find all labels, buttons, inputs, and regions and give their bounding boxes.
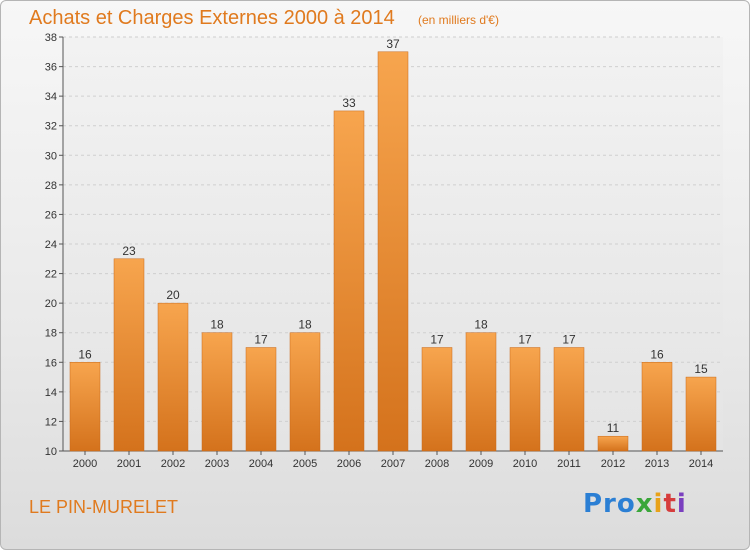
y-tick-label: 24 bbox=[45, 239, 57, 251]
y-tick-label: 38 bbox=[45, 32, 57, 44]
x-tick-label: 2014 bbox=[689, 458, 713, 470]
bar bbox=[421, 347, 453, 452]
y-tick-label: 32 bbox=[45, 121, 57, 133]
bar bbox=[113, 258, 145, 452]
data-label: 20 bbox=[166, 288, 180, 302]
y-tick-label: 30 bbox=[45, 150, 57, 162]
data-label: 18 bbox=[210, 318, 224, 332]
x-tick-label: 2000 bbox=[73, 458, 97, 470]
data-label: 18 bbox=[474, 318, 488, 332]
y-tick-label: 34 bbox=[45, 91, 57, 103]
chart-unit: (en milliers d'€) bbox=[418, 13, 499, 27]
bar bbox=[553, 347, 585, 452]
data-label: 11 bbox=[607, 421, 620, 435]
bar bbox=[201, 332, 233, 452]
y-tick-label: 26 bbox=[45, 209, 57, 221]
y-tick-label: 20 bbox=[45, 298, 57, 310]
x-tick-label: 2001 bbox=[117, 458, 141, 470]
logo-part: t bbox=[663, 489, 677, 519]
y-tick-label: 14 bbox=[45, 387, 57, 399]
x-tick-label: 2011 bbox=[557, 458, 581, 470]
bar bbox=[685, 376, 717, 452]
data-label: 15 bbox=[694, 362, 708, 376]
bar bbox=[465, 332, 497, 452]
x-tick-label: 2013 bbox=[645, 458, 669, 470]
bar bbox=[377, 51, 409, 452]
data-label: 18 bbox=[298, 318, 312, 332]
data-label: 33 bbox=[342, 96, 356, 110]
y-tick-label: 10 bbox=[45, 446, 57, 458]
x-tick-label: 2010 bbox=[513, 458, 537, 470]
y-tick-label: 18 bbox=[45, 328, 57, 340]
x-tick-label: 2004 bbox=[249, 458, 273, 470]
logo-part: i bbox=[653, 489, 664, 519]
bar bbox=[245, 347, 277, 452]
x-tick-label: 2002 bbox=[161, 458, 185, 470]
bar bbox=[333, 110, 365, 452]
x-tick-label: 2012 bbox=[601, 458, 625, 470]
data-label: 17 bbox=[254, 333, 268, 347]
bar bbox=[641, 362, 673, 452]
data-label: 16 bbox=[650, 347, 664, 361]
data-label: 37 bbox=[386, 37, 400, 51]
logo-part: x bbox=[635, 489, 654, 519]
data-label: 23 bbox=[122, 244, 136, 258]
logo-part: i bbox=[676, 489, 687, 519]
x-tick-label: 2003 bbox=[205, 458, 229, 470]
data-label: 17 bbox=[518, 333, 532, 347]
x-tick-label: 2009 bbox=[469, 458, 493, 470]
bar bbox=[69, 362, 101, 452]
y-tick-label: 22 bbox=[45, 269, 57, 281]
x-tick-label: 2008 bbox=[425, 458, 449, 470]
proxiti-logo: Proxiti bbox=[583, 489, 687, 519]
data-label: 17 bbox=[430, 333, 444, 347]
x-tick-label: 2005 bbox=[293, 458, 317, 470]
x-tick-label: 2007 bbox=[381, 458, 405, 470]
bar bbox=[597, 435, 629, 452]
logo-part: Pro bbox=[583, 489, 636, 519]
bar bbox=[509, 347, 541, 452]
y-tick-label: 16 bbox=[45, 357, 57, 369]
data-label: 17 bbox=[562, 333, 576, 347]
x-tick-label: 2006 bbox=[337, 458, 361, 470]
bar bbox=[289, 332, 321, 452]
y-tick-label: 36 bbox=[45, 62, 57, 74]
chart-title: Achats et Charges Externes 2000 à 2014 bbox=[29, 7, 395, 29]
place-name: LE PIN-MURELET bbox=[29, 497, 179, 517]
data-label: 16 bbox=[78, 347, 92, 361]
y-tick-label: 28 bbox=[45, 180, 57, 192]
bar bbox=[157, 302, 189, 452]
y-tick-label: 12 bbox=[45, 416, 57, 428]
